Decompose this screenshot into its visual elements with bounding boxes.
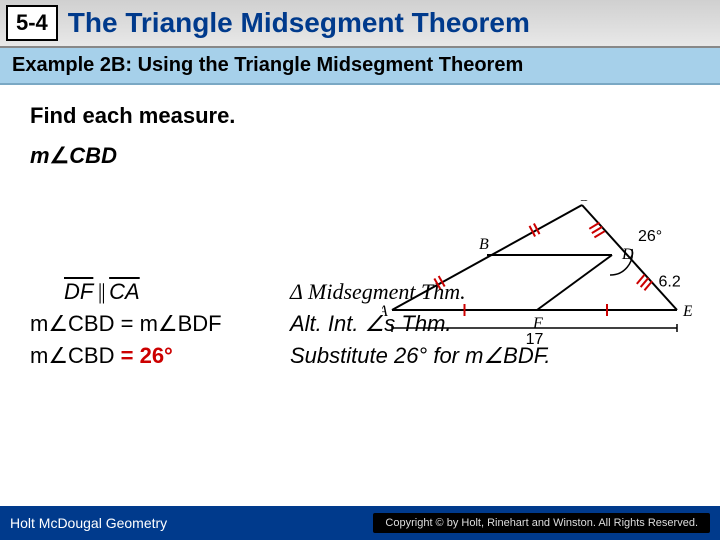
- seg-DF: DF: [64, 279, 93, 304]
- svg-text:C: C: [578, 200, 589, 205]
- proof-3-lhs: m∠CBD: [30, 343, 121, 368]
- svg-text:26°: 26°: [638, 228, 662, 245]
- svg-text:E: E: [682, 303, 692, 320]
- svg-text:A: A: [382, 303, 388, 320]
- footer-copyright: Copyright © by Holt, Rinehart and Winsto…: [373, 513, 710, 533]
- svg-text:17: 17: [526, 331, 544, 348]
- content-area: Find each measure. m∠CBD ABCDEF26°6.217 …: [0, 85, 720, 465]
- lesson-badge: 5-4: [6, 5, 58, 41]
- angle-symbol: ∠: [50, 143, 70, 168]
- svg-text:6.2: 6.2: [659, 274, 681, 291]
- prompt-text: Find each measure.: [30, 103, 698, 129]
- lesson-title: The Triangle Midsegment Theorem: [68, 7, 530, 39]
- proof-1-statement: DF || CA: [30, 279, 290, 305]
- subprompt-label: CBD: [69, 143, 117, 168]
- triangle-diagram: A B C D E F 26° 6.2 17: [382, 200, 692, 360]
- footer-bar: Holt McDougal Geometry Copyright © by Ho…: [0, 506, 720, 540]
- parallel-symbol: ||: [93, 279, 109, 304]
- svg-text:D: D: [621, 246, 634, 263]
- proof-3-answer: = 26°: [121, 343, 173, 368]
- lesson-header: 5-4 The Triangle Midsegment Theorem: [0, 0, 720, 48]
- proof-3-statement: m∠CBD = 26°: [30, 343, 290, 369]
- subprompt-m: m: [30, 143, 50, 168]
- seg-CA: CA: [109, 279, 140, 304]
- footer-left: Holt McDougal Geometry: [10, 515, 373, 531]
- svg-text:B: B: [479, 236, 489, 253]
- subprompt: m∠CBD: [30, 143, 698, 169]
- proof-2-statement: m∠CBD = m∠BDF: [30, 311, 290, 337]
- svg-text:F: F: [532, 315, 543, 332]
- example-bar: Example 2B: Using the Triangle Midsegmen…: [0, 48, 720, 85]
